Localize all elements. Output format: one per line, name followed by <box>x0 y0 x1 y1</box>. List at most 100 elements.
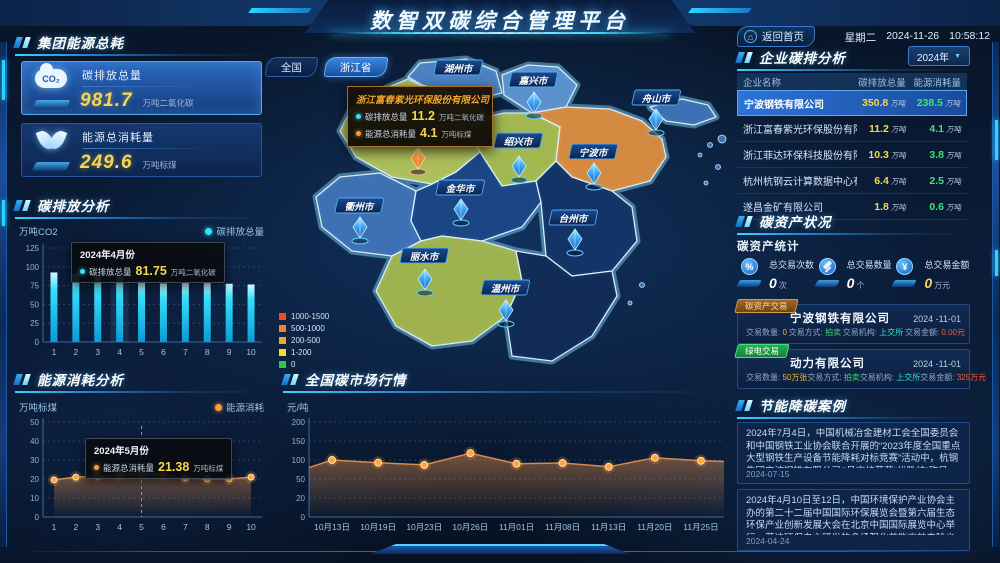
legend-swatch-icon <box>279 348 286 356</box>
data-point[interactable] <box>138 469 146 477</box>
panel-enterprise-emission: 企业碳排分析 2024年 ▼ 企业名称 碳排放总量 能源消耗量 宁波钢铁有限公司 35… <box>735 46 970 236</box>
weekday: 星期二 <box>844 32 877 44</box>
data-point[interactable] <box>94 472 102 480</box>
summary-card[interactable]: 能源总消耗量 249.6 万吨标煤 <box>21 123 262 177</box>
section-title-text: 集团能源总耗 <box>37 36 124 51</box>
city-name: 衢州市 <box>345 201 375 213</box>
data-point[interactable] <box>558 459 567 468</box>
map-tab-全国[interactable]: 全国 <box>264 57 319 77</box>
map-legend-item: 500-1000 <box>279 323 329 333</box>
data-point[interactable] <box>203 475 211 483</box>
bar-month-7[interactable] <box>181 282 189 342</box>
city-pin[interactable] <box>585 162 603 191</box>
map-region-衢州[interactable] <box>315 172 422 257</box>
year-filter-value: 2024年 <box>916 52 950 64</box>
data-point[interactable] <box>374 458 383 467</box>
energy-line-chart[interactable]: 0 10 20 30 40 50 1 2 3 4 5 6 7 8 9 10 <box>15 414 268 548</box>
city-label-绍兴市[interactable]: 绍兴市 <box>493 132 543 149</box>
table-row[interactable]: 遂昌金矿有限公司 1.8 万吨 0.6 万吨 <box>737 194 967 220</box>
data-point[interactable] <box>328 456 337 464</box>
case-card[interactable]: 2024年4月10日至12日，中国环境保护产业协会主办的第二十二届中国国际环保展… <box>737 489 970 551</box>
emission-bar-chart[interactable]: 0 25 50 75 100 125 1 2 3 4 5 6 7 8 9 10 <box>15 238 268 368</box>
map-region-温州[interactable] <box>505 250 618 362</box>
summary-card-info: 能源总消耗量 249.6 万吨标煤 <box>80 127 261 174</box>
bar-month-9[interactable] <box>225 283 233 342</box>
bar-month-10[interactable] <box>247 284 255 342</box>
data-point[interactable] <box>512 459 521 468</box>
city-label-湖州市[interactable]: 湖州市 <box>433 59 483 76</box>
case-card[interactable]: 2024年7月4日，中国机械冶金建材工会全国委员会和中国钢铁工业协会联合开展的“… <box>737 422 970 484</box>
map-region-tabs: 全国 浙江省 <box>264 57 388 77</box>
trade-card[interactable]: 碳资产交易 宁波钢铁有限公司 2024 -11-01 交易数量: 0 交易方式: 拍卖交… <box>734 299 970 344</box>
year-filter-dropdown[interactable]: 2024年 ▼ <box>908 46 970 66</box>
data-point[interactable] <box>181 474 189 482</box>
left-edge-bar <box>0 42 7 547</box>
city-pin[interactable] <box>566 228 584 257</box>
bar-month-8[interactable] <box>203 282 211 342</box>
trade-card[interactable]: 绿电交易 动力有限公司 2024 -11-01 交易数量: 50万张 交易方式: 拍卖交… <box>734 344 986 389</box>
asset-stat: 总交易数量 0 个 <box>813 256 893 293</box>
city-pin[interactable] <box>452 198 470 227</box>
section-title-text: 全国碳市场行情 <box>305 373 407 388</box>
home-button[interactable]: ⌂ 返回首页 <box>737 26 815 47</box>
section-title-text: 企业碳排分析 <box>759 51 846 66</box>
co2-cloud-icon: CO₂ <box>35 63 67 88</box>
map-tab-浙江省[interactable]: 浙江省 <box>323 57 388 77</box>
city-label-舟山市[interactable]: 舟山市 <box>631 89 681 106</box>
trade-field-label: 交易机构: <box>842 328 880 337</box>
data-point[interactable] <box>650 453 659 462</box>
city-label-嘉兴市[interactable]: 嘉兴市 <box>508 71 558 88</box>
city-label-台州市[interactable]: 台州市 <box>548 209 598 226</box>
company-location-pin[interactable] <box>409 147 427 176</box>
data-point[interactable] <box>159 471 167 479</box>
data-point[interactable] <box>466 449 475 458</box>
emission-legend[interactable]: 碳排放总量 <box>205 224 264 238</box>
value-unit: 万吨 <box>890 150 906 160</box>
city-label-温州市[interactable]: 温州市 <box>480 279 530 296</box>
city-label-宁波市[interactable]: 宁波市 <box>568 143 618 160</box>
tooltip-label: 碳排放总量 <box>364 112 408 122</box>
city-label-金华市[interactable]: 金华市 <box>435 179 485 196</box>
emission-number: 350.8 <box>862 97 889 109</box>
data-point[interactable] <box>604 462 613 471</box>
data-point[interactable] <box>50 476 58 484</box>
map-region-舟山[interactable] <box>649 98 717 126</box>
city-pin[interactable] <box>497 299 515 328</box>
data-point[interactable] <box>225 475 233 483</box>
panel-carbon-market: 全国碳市场行情 元/吨 0 20 50 100 150 200 10月13日 10月19日 10… <box>281 370 730 556</box>
city-pin[interactable] <box>416 268 434 297</box>
city-pin[interactable] <box>510 155 528 184</box>
x-tick-label: 3 <box>95 522 100 532</box>
city-pin[interactable] <box>525 91 543 120</box>
legend-dot-icon <box>205 227 213 235</box>
summary-card[interactable]: CO₂ 碳排放总量 981.7 万吨二氧化碳 <box>21 61 262 115</box>
bar-month-2[interactable] <box>72 273 80 342</box>
market-line-chart[interactable]: 0 20 50 100 150 200 10月13日 10月19日 10月23日 10月26日 11… <box>283 414 730 552</box>
emission-number: 1.8 <box>874 200 889 213</box>
bar-month-5[interactable] <box>138 280 146 342</box>
trade-fields: 交易数量: 50万张 交易方式: 拍卖 交易机构: 上交所 交易金额: 325万元 <box>746 372 986 383</box>
bar-month-1[interactable] <box>50 272 58 342</box>
bar-month-6[interactable] <box>159 283 167 342</box>
energy-legend[interactable]: 能源消耗 <box>214 400 264 414</box>
table-row[interactable]: 宁波钢铁有限公司 350.8 万吨 238.5 万吨 <box>737 90 967 116</box>
data-point[interactable] <box>116 471 124 479</box>
data-point[interactable] <box>247 473 255 481</box>
summary-card-unit: 万吨二氧化碳 <box>142 97 194 108</box>
city-pin[interactable] <box>647 108 665 137</box>
trade-company: 动力有限公司 <box>790 358 865 370</box>
legend-swatch-icon <box>279 324 286 332</box>
data-point[interactable] <box>72 473 80 481</box>
data-point[interactable] <box>420 460 429 469</box>
tab-label: 全国 <box>281 61 302 74</box>
city-label-丽水市[interactable]: 丽水市 <box>399 247 449 264</box>
bar-month-4[interactable] <box>116 276 124 342</box>
city-label-衢州市[interactable]: 衢州市 <box>334 197 384 214</box>
city-pin[interactable] <box>351 216 369 245</box>
bar-month-3[interactable] <box>94 274 102 342</box>
data-point[interactable] <box>696 456 705 465</box>
